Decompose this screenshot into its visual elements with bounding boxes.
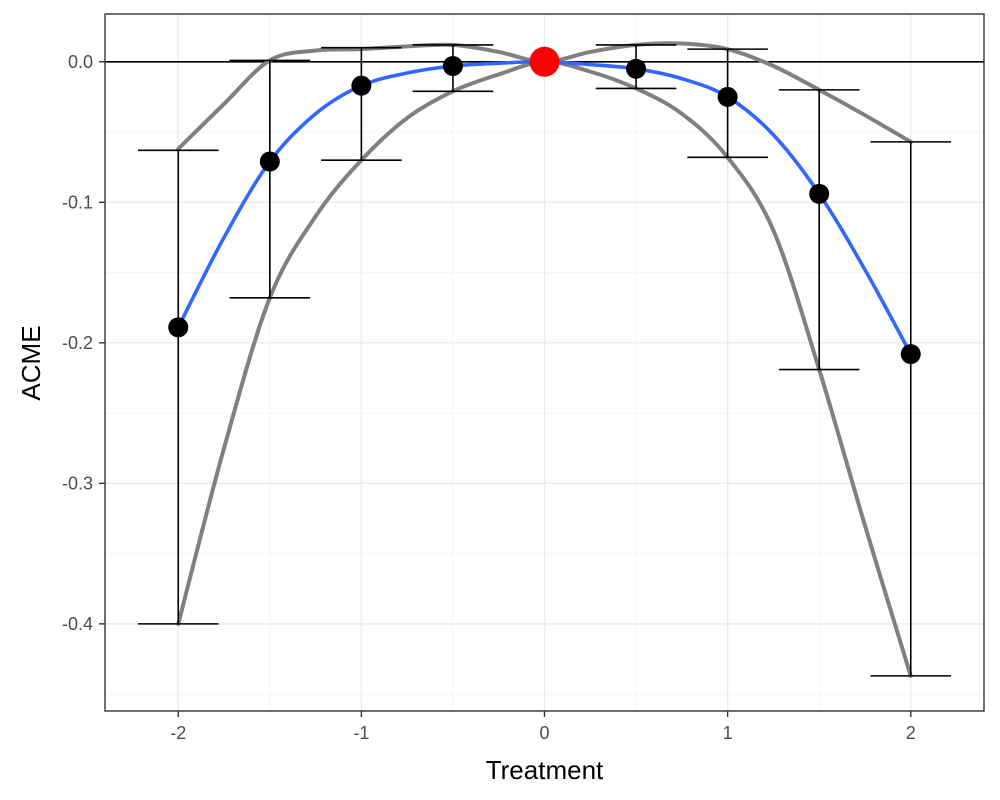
data-point <box>717 86 738 107</box>
data-point <box>626 58 647 79</box>
x-tick-label: 1 <box>723 723 733 743</box>
data-point <box>259 151 280 172</box>
data-point <box>168 317 189 338</box>
y-tick-label: -0.3 <box>62 473 93 493</box>
data-points <box>168 46 921 365</box>
x-tick-label: 0 <box>539 723 549 743</box>
y-tick-label: -0.1 <box>62 192 93 212</box>
data-point <box>442 55 463 76</box>
y-tick-label: -0.2 <box>62 333 93 353</box>
x-tick-label: 2 <box>906 723 916 743</box>
x-axis-ticks: -2 -1 0 1 2 <box>170 711 916 743</box>
x-axis-title: Treatment <box>486 755 604 785</box>
x-tick-label: -2 <box>170 723 186 743</box>
data-point <box>809 183 830 204</box>
y-tick-label: -0.4 <box>62 614 93 634</box>
y-tick-label: 0.0 <box>68 52 93 72</box>
y-axis-ticks: 0.0 -0.1 -0.2 -0.3 -0.4 <box>62 52 105 634</box>
data-point <box>900 344 921 365</box>
error-bars <box>137 44 952 677</box>
highlight-point <box>529 46 560 77</box>
x-tick-label: -1 <box>353 723 369 743</box>
data-point <box>351 75 372 96</box>
y-axis-title: ACME <box>16 325 46 400</box>
